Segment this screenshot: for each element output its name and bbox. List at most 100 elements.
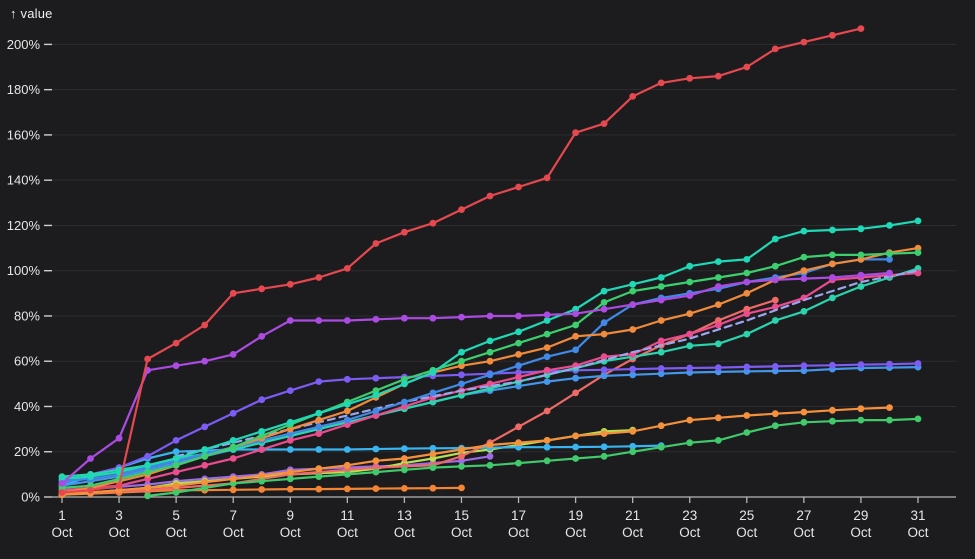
- series-point-green-main[interactable]: [771, 262, 779, 270]
- series-point-green-low[interactable]: [515, 459, 522, 467]
- series-point-teal-main[interactable]: [515, 328, 522, 336]
- series-point-green-main[interactable]: [486, 348, 494, 356]
- series-point-violet-flat[interactable]: [201, 423, 209, 431]
- series-point-orchid-jumper[interactable]: [343, 317, 351, 324]
- series-point-teal-main[interactable]: [201, 446, 209, 453]
- series-point-orchid-jumper[interactable]: [87, 455, 94, 462]
- series-point-orchid-jumper[interactable]: [829, 274, 836, 281]
- series-point-green-main[interactable]: [600, 299, 608, 306]
- series-point-orchid-jumper[interactable]: [771, 276, 779, 284]
- series-point-orange-low[interactable]: [572, 432, 579, 440]
- series-point-red-outlier[interactable]: [258, 285, 266, 293]
- series-point-orange-low[interactable]: [486, 441, 494, 449]
- series-point-violet-flat[interactable]: [857, 361, 865, 368]
- series-point-green-low[interactable]: [315, 473, 323, 480]
- series-point-teal-main[interactable]: [714, 258, 722, 265]
- series-point-orange-low[interactable]: [771, 410, 779, 418]
- series-point-red-outlier[interactable]: [87, 486, 94, 494]
- series-point-orchid-jumper[interactable]: [857, 271, 865, 279]
- series-point-green-low[interactable]: [743, 429, 751, 436]
- series-point-violet-flat[interactable]: [286, 387, 294, 394]
- series-point-orchid-jumper[interactable]: [401, 314, 408, 322]
- series-point-green-low[interactable]: [286, 475, 294, 483]
- series-point-skyblue-flat[interactable]: [372, 445, 380, 453]
- series-point-red-outlier[interactable]: [515, 183, 522, 191]
- series-point-orange-flat-low[interactable]: [258, 486, 266, 493]
- series-point-magenta[interactable]: [657, 337, 665, 345]
- series-point-orange-low[interactable]: [800, 408, 808, 416]
- series-point-orchid-jumper[interactable]: [800, 275, 808, 282]
- series-point-blue-riser[interactable]: [458, 380, 465, 388]
- series-point-violet-flat[interactable]: [714, 364, 722, 371]
- series-point-blue-riser[interactable]: [486, 371, 494, 379]
- series-point-teal-main[interactable]: [429, 369, 437, 376]
- series-point-skyblue-flat[interactable]: [286, 446, 294, 453]
- series-point-teal-main[interactable]: [600, 287, 608, 295]
- series-point-green-low[interactable]: [657, 443, 665, 451]
- series-point-magenta[interactable]: [600, 353, 608, 361]
- series-point-orchid-jumper[interactable]: [629, 301, 637, 308]
- series-point-red-outlier[interactable]: [429, 219, 437, 227]
- series-point-green-low[interactable]: [144, 492, 152, 500]
- series-point-red-outlier[interactable]: [829, 31, 836, 39]
- series-point-teal-main[interactable]: [686, 262, 694, 270]
- series-point-red-outlier[interactable]: [657, 79, 665, 87]
- series-point-skyblue-flat[interactable]: [629, 442, 637, 450]
- series-point-orange-flat-low[interactable]: [401, 485, 408, 492]
- series-line-green-low[interactable]: [146, 417, 920, 497]
- series-point-blue-riser[interactable]: [372, 407, 380, 415]
- series-point-green-low[interactable]: [886, 416, 893, 424]
- series-point-orange-main[interactable]: [829, 260, 836, 268]
- series-point-salmon[interactable]: [458, 452, 465, 460]
- series-point-green-low[interactable]: [201, 484, 209, 492]
- series-point-green-low[interactable]: [543, 457, 551, 465]
- series-point-green-main[interactable]: [800, 253, 808, 261]
- series-point-violet-flat[interactable]: [743, 363, 751, 371]
- series-point-green-main[interactable]: [657, 283, 665, 290]
- series-point-green-low[interactable]: [714, 437, 722, 444]
- series-point-green-low[interactable]: [829, 417, 836, 425]
- series-point-violet-flat[interactable]: [686, 364, 694, 372]
- series-point-violet-flat[interactable]: [372, 374, 380, 382]
- series-point-orange-main[interactable]: [629, 326, 637, 333]
- series-point-orchid-jumper[interactable]: [286, 317, 294, 324]
- series-point-red-outlier[interactable]: [315, 274, 323, 281]
- series-point-green-low[interactable]: [800, 418, 808, 426]
- series-point-orchid-jumper[interactable]: [115, 434, 123, 442]
- series-point-magenta[interactable]: [515, 373, 522, 381]
- series-point-magenta[interactable]: [771, 303, 779, 311]
- series-point-salmon[interactable]: [572, 389, 579, 397]
- series-point-red-outlier[interactable]: [486, 192, 494, 200]
- series-point-red-outlier[interactable]: [58, 489, 66, 496]
- series-point-blue-riser[interactable]: [401, 398, 408, 406]
- series-point-red-outlier[interactable]: [286, 280, 294, 288]
- series-point-green-main[interactable]: [686, 278, 694, 286]
- series-point-teal-main[interactable]: [286, 418, 294, 426]
- series-point-teal-main[interactable]: [800, 227, 808, 235]
- series-point-orchid-jumper[interactable]: [58, 480, 66, 487]
- series-point-red-outlier[interactable]: [144, 355, 152, 363]
- series-point-blue-riser[interactable]: [543, 353, 551, 361]
- series-point-violet-flat[interactable]: [829, 361, 836, 369]
- series-point-red-outlier[interactable]: [372, 240, 380, 247]
- series-point-green-main[interactable]: [829, 251, 836, 259]
- series-point-salmon[interactable]: [515, 423, 522, 431]
- series-point-orange-main[interactable]: [315, 416, 323, 424]
- series-point-red-outlier[interactable]: [401, 228, 408, 236]
- series-point-green-low[interactable]: [486, 461, 494, 469]
- series-point-green-main[interactable]: [629, 287, 637, 295]
- series-point-orange-low[interactable]: [657, 422, 665, 430]
- series-point-teal-main[interactable]: [87, 473, 94, 480]
- series-point-teal-main[interactable]: [401, 380, 408, 388]
- series-point-magenta[interactable]: [714, 321, 722, 329]
- series-point-teal-main[interactable]: [743, 256, 751, 263]
- series-point-teal-main[interactable]: [771, 235, 779, 243]
- series-line-skyblue-flat[interactable]: [60, 444, 663, 487]
- series-point-orange-flat-low[interactable]: [229, 486, 237, 494]
- series-point-red-outlier[interactable]: [600, 120, 608, 127]
- series-point-orange-main[interactable]: [600, 330, 608, 338]
- series-point-green-main[interactable]: [515, 339, 522, 347]
- series-point-skyblue-flat[interactable]: [401, 445, 408, 452]
- series-point-green-low[interactable]: [458, 463, 465, 470]
- series-point-red-outlier[interactable]: [771, 45, 779, 53]
